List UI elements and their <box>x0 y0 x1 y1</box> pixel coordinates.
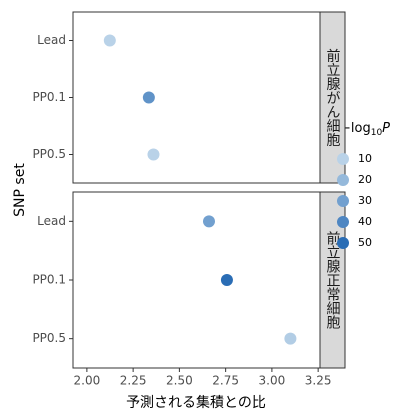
x-tick-label: 3.25 <box>305 374 332 388</box>
legend-key <box>337 195 349 207</box>
point <box>220 274 233 286</box>
y-tick-label: PP0.5 <box>32 147 66 161</box>
legend-key <box>337 153 349 165</box>
point <box>103 34 116 47</box>
y-tick-label: PP0.1 <box>32 90 66 104</box>
legend-title-var: P <box>382 121 390 136</box>
point <box>284 332 297 345</box>
x-axis-title: 予測される集積との比 <box>126 394 266 411</box>
legend-label: 50 <box>358 236 372 249</box>
y-tick-label: PP0.5 <box>32 331 66 345</box>
point <box>202 215 215 228</box>
x-tick-label: 3.00 <box>259 374 286 388</box>
point <box>147 148 160 161</box>
y-tick-label: PP0.1 <box>32 273 66 287</box>
point <box>142 91 155 104</box>
legend-label: 20 <box>358 173 372 186</box>
x-tick-label: 2.50 <box>166 374 193 388</box>
legend-key <box>337 216 349 228</box>
strip-label: 前立腺がん細胞 <box>325 48 341 147</box>
legend-label: 10 <box>358 152 372 165</box>
legend-label: 40 <box>358 215 372 228</box>
legend-title-main: −log <box>340 121 371 136</box>
x-tick-label: 2.00 <box>74 374 101 388</box>
legend-title-sub: 10 <box>371 128 383 138</box>
x-tick-label: 2.75 <box>212 374 239 388</box>
y-tick-label: Lead <box>37 214 66 228</box>
legend-title: −log10P <box>340 121 390 138</box>
legend-key <box>337 174 349 186</box>
strip-label: 前立腺正常細胞 <box>325 230 341 329</box>
legend-key <box>337 237 349 249</box>
panel <box>72 191 321 369</box>
x-tick-label: 2.25 <box>120 374 147 388</box>
y-tick-label: Lead <box>37 33 66 47</box>
legend-label: 30 <box>358 194 372 207</box>
y-axis-title: SNP set <box>12 163 28 217</box>
